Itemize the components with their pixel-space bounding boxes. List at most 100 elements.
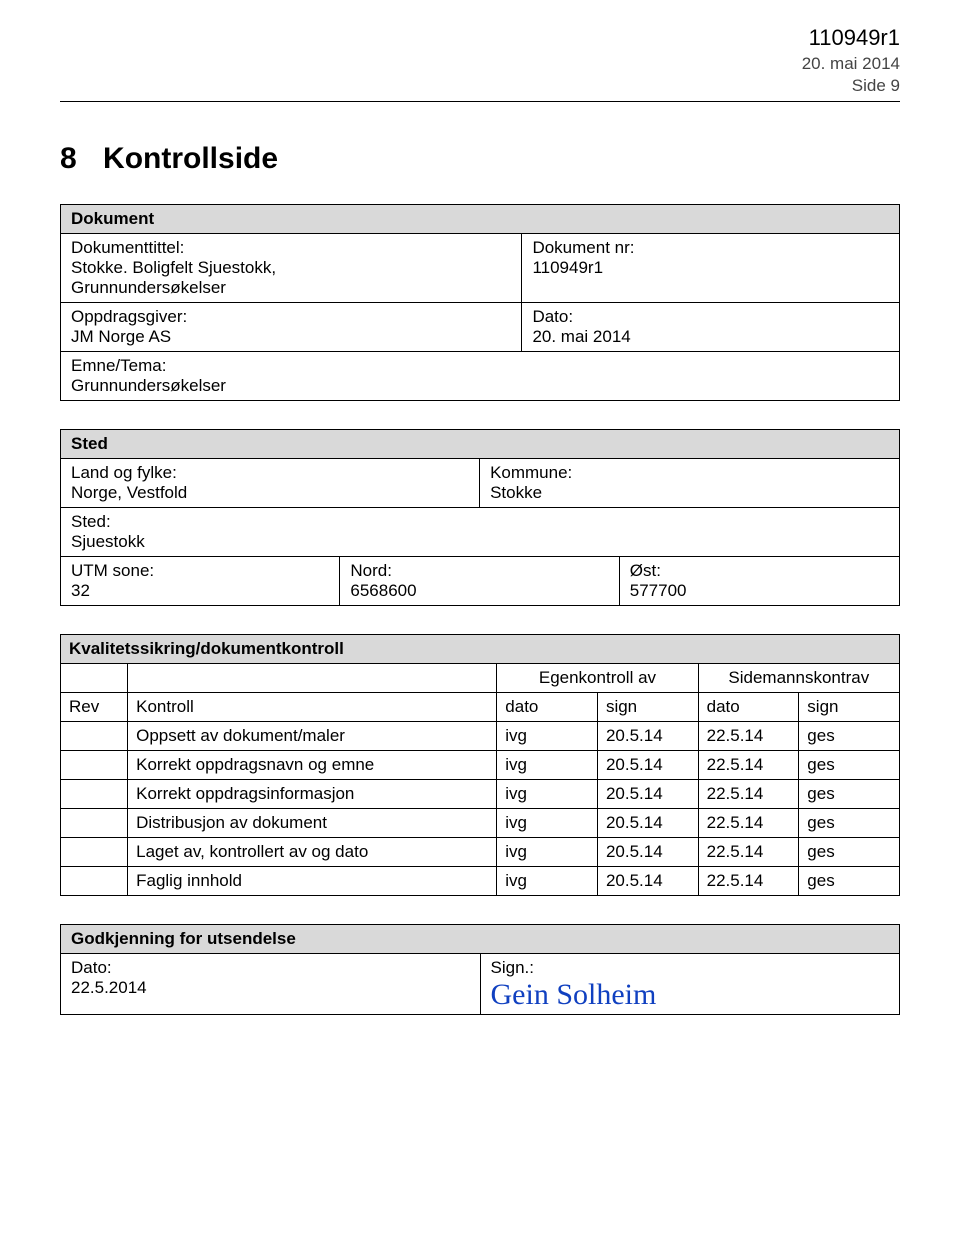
qa-cell: ivg bbox=[497, 837, 598, 866]
page-header: 110949r1 20. mai 2014 Side 9 bbox=[60, 24, 900, 97]
dokumenttittel-label: Dokumenttittel: bbox=[71, 238, 511, 258]
emne-cell: Emne/Tema: Grunnundersøkelser bbox=[61, 351, 900, 400]
qa-cell: ivg bbox=[497, 721, 598, 750]
approve-table: Godkjenning for utsendelse Dato: 22.5.20… bbox=[60, 924, 900, 1015]
kommune-value: Stokke bbox=[490, 483, 889, 503]
header-side: Side 9 bbox=[60, 75, 900, 97]
qa-cell: ivg bbox=[497, 779, 598, 808]
header-date: 20. mai 2014 bbox=[60, 53, 900, 75]
qa-col-sign1: sign bbox=[597, 692, 698, 721]
dokument-nr-cell: Dokument nr: 110949r1 bbox=[522, 233, 900, 302]
qa-cell-kontroll: Distribusjon av dokument bbox=[128, 808, 497, 837]
qa-group-egenkontroll: Egenkontroll av bbox=[497, 663, 698, 692]
oppdragsgiver-cell: Oppdragsgiver: JM Norge AS bbox=[61, 302, 522, 351]
approve-signature: Gein Solheim bbox=[491, 978, 890, 1010]
approve-title: Godkjenning for utsendelse bbox=[61, 924, 900, 953]
dokument-title: Dokument bbox=[61, 204, 900, 233]
qa-cell: 22.5.14 bbox=[698, 721, 799, 750]
qa-cell bbox=[61, 866, 128, 895]
qa-cell: 22.5.14 bbox=[698, 866, 799, 895]
qa-cell: ivg bbox=[497, 866, 598, 895]
qa-cell-kontroll: Laget av, kontrollert av og dato bbox=[128, 837, 497, 866]
qa-cell: 20.5.14 bbox=[597, 837, 698, 866]
qa-cell bbox=[61, 721, 128, 750]
qa-cell: 22.5.14 bbox=[698, 750, 799, 779]
nord-cell: Nord: 6568600 bbox=[340, 556, 619, 605]
dato-cell: Dato: 20. mai 2014 bbox=[522, 302, 900, 351]
qa-cell: 20.5.14 bbox=[597, 866, 698, 895]
nord-label: Nord: bbox=[350, 561, 608, 581]
emne-value: Grunnundersøkelser bbox=[71, 376, 889, 396]
kommune-label: Kommune: bbox=[490, 463, 889, 483]
qa-cell bbox=[61, 808, 128, 837]
dokument-tittel-cell: Dokumenttittel: Stokke. Boligfelt Sjuest… bbox=[61, 233, 522, 302]
qa-cell: ges bbox=[799, 750, 900, 779]
sted-title: Sted bbox=[61, 429, 900, 458]
qa-cell: 20.5.14 bbox=[597, 808, 698, 837]
sted-cell: Sted: Sjuestokk bbox=[61, 507, 900, 556]
approve-sign-label: Sign.: bbox=[491, 958, 890, 978]
qa-cell bbox=[61, 750, 128, 779]
qa-cell: ges bbox=[799, 808, 900, 837]
approve-dato-value: 22.5.2014 bbox=[71, 978, 470, 998]
qa-row: Distribusjon av dokumentivg20.5.1422.5.1… bbox=[61, 808, 900, 837]
qa-cell bbox=[61, 779, 128, 808]
qa-cell: 22.5.14 bbox=[698, 837, 799, 866]
dokumenttittel-value2: Grunnundersøkelser bbox=[71, 278, 511, 298]
qa-empty-1 bbox=[61, 663, 128, 692]
oppdragsgiver-value: JM Norge AS bbox=[71, 327, 511, 347]
qa-row: Korrekt oppdragsinformasjonivg20.5.1422.… bbox=[61, 779, 900, 808]
nord-value: 6568600 bbox=[350, 581, 608, 601]
dato-value: 20. mai 2014 bbox=[532, 327, 889, 347]
qa-title: Kvalitetssikring/dokumentkontroll bbox=[61, 634, 900, 663]
qa-group-sidemann: Sidemannskontrav bbox=[698, 663, 899, 692]
qa-cell: ivg bbox=[497, 750, 598, 779]
heading-text: Kontrollside bbox=[103, 142, 278, 175]
oppdragsgiver-label: Oppdragsgiver: bbox=[71, 307, 511, 327]
qa-cell: ges bbox=[799, 721, 900, 750]
utm-cell: UTM sone: 32 bbox=[61, 556, 340, 605]
qa-row: Laget av, kontrollert av og datoivg20.5.… bbox=[61, 837, 900, 866]
sted-table: Sted Land og fylke: Norge, Vestfold Komm… bbox=[60, 429, 900, 606]
approve-sign-cell: Sign.: Gein Solheim bbox=[480, 953, 900, 1014]
dokument-nr-label: Dokument nr: bbox=[532, 238, 889, 258]
ost-cell: Øst: 577700 bbox=[619, 556, 899, 605]
qa-col-rev: Rev bbox=[61, 692, 128, 721]
approve-dato-label: Dato: bbox=[71, 958, 470, 978]
qa-empty-2 bbox=[128, 663, 497, 692]
sted-value: Sjuestokk bbox=[71, 532, 889, 552]
land-fylke-cell: Land og fylke: Norge, Vestfold bbox=[61, 458, 480, 507]
ost-value: 577700 bbox=[630, 581, 889, 601]
qa-row: Korrekt oppdragsnavn og emneivg20.5.1422… bbox=[61, 750, 900, 779]
dokument-table: Dokument Dokumenttittel: Stokke. Boligfe… bbox=[60, 204, 900, 401]
land-fylke-value: Norge, Vestfold bbox=[71, 483, 469, 503]
qa-cell-kontroll: Korrekt oppdragsinformasjon bbox=[128, 779, 497, 808]
sted-label: Sted: bbox=[71, 512, 889, 532]
header-rule bbox=[60, 101, 900, 102]
qa-cell-kontroll: Oppsett av dokument/maler bbox=[128, 721, 497, 750]
qa-row: Faglig innholdivg20.5.1422.5.14ges bbox=[61, 866, 900, 895]
qa-cell bbox=[61, 837, 128, 866]
qa-cell: 22.5.14 bbox=[698, 779, 799, 808]
qa-cell: ges bbox=[799, 779, 900, 808]
dokumenttittel-value1: Stokke. Boligfelt Sjuestokk, bbox=[71, 258, 511, 278]
qa-cell: ivg bbox=[497, 808, 598, 837]
emne-label: Emne/Tema: bbox=[71, 356, 889, 376]
qa-cell-kontroll: Korrekt oppdragsnavn og emne bbox=[128, 750, 497, 779]
qa-cell: 22.5.14 bbox=[698, 808, 799, 837]
qa-table: Kvalitetssikring/dokumentkontroll Egenko… bbox=[60, 634, 900, 896]
qa-cell: 20.5.14 bbox=[597, 750, 698, 779]
dokument-nr-value: 110949r1 bbox=[532, 258, 889, 278]
dato-label: Dato: bbox=[532, 307, 889, 327]
qa-col-kontroll: Kontroll bbox=[128, 692, 497, 721]
heading-number: 8 bbox=[60, 142, 77, 175]
header-doc-nr: 110949r1 bbox=[60, 24, 900, 53]
kommune-cell: Kommune: Stokke bbox=[480, 458, 900, 507]
qa-col-sign2: sign bbox=[799, 692, 900, 721]
approve-dato-cell: Dato: 22.5.2014 bbox=[61, 953, 481, 1014]
qa-cell: ges bbox=[799, 837, 900, 866]
utm-value: 32 bbox=[71, 581, 329, 601]
section-heading: 8 Kontrollside bbox=[60, 142, 900, 176]
ost-label: Øst: bbox=[630, 561, 889, 581]
qa-cell-kontroll: Faglig innhold bbox=[128, 866, 497, 895]
